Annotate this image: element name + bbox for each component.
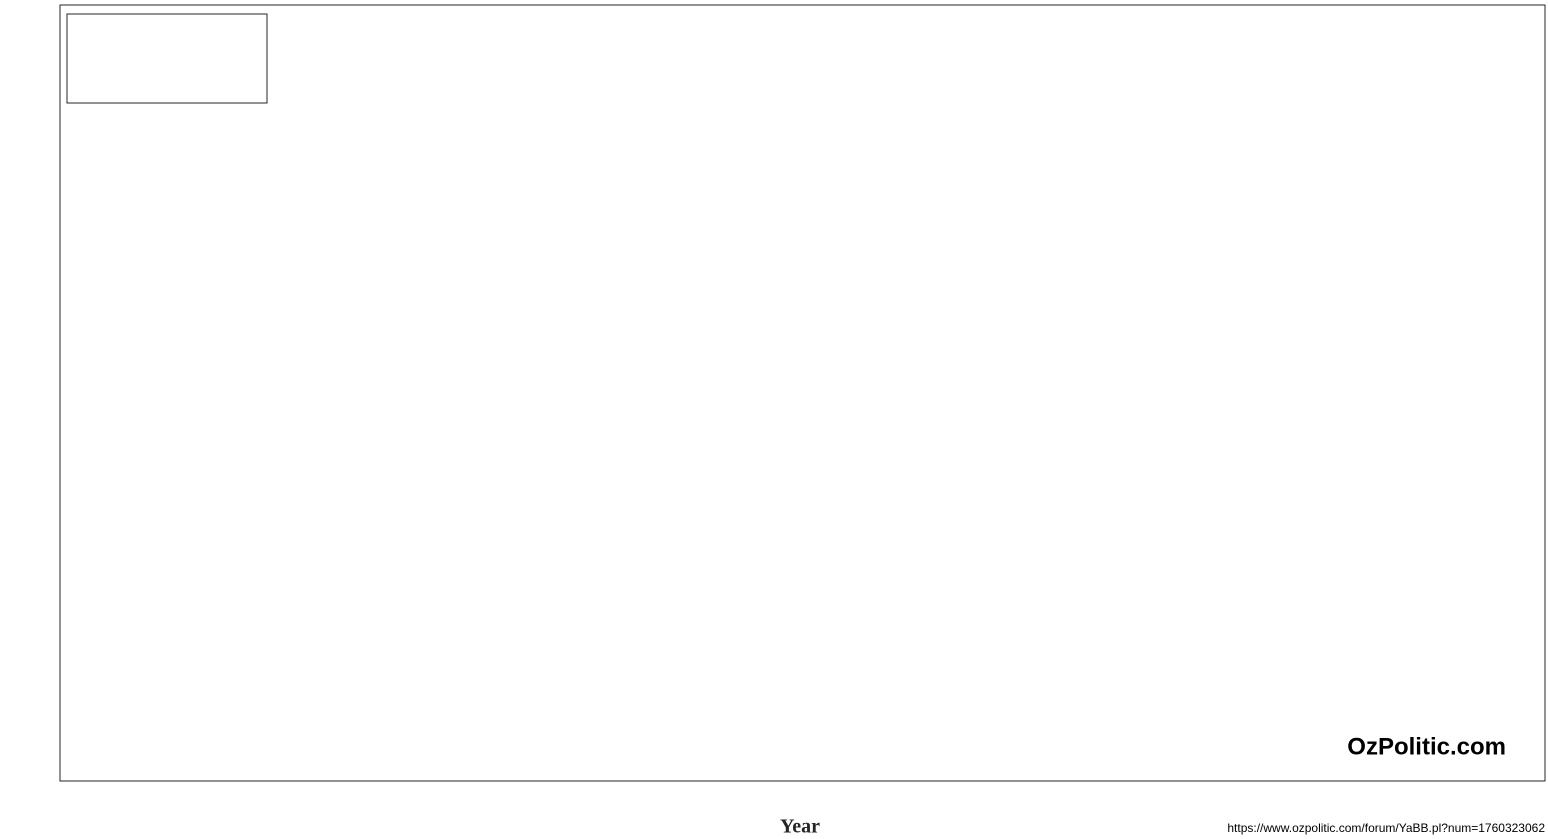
legend — [66, 13, 268, 104]
source-url: https://www.ozpolitic.com/forum/YaBB.pl?… — [1227, 821, 1545, 835]
plot-frame — [59, 4, 1546, 782]
legend-box — [66, 13, 268, 104]
plot-area — [60, 5, 1545, 781]
watermark: OzPolitic.com — [1347, 733, 1506, 760]
x-axis-label: Year — [780, 816, 820, 838]
